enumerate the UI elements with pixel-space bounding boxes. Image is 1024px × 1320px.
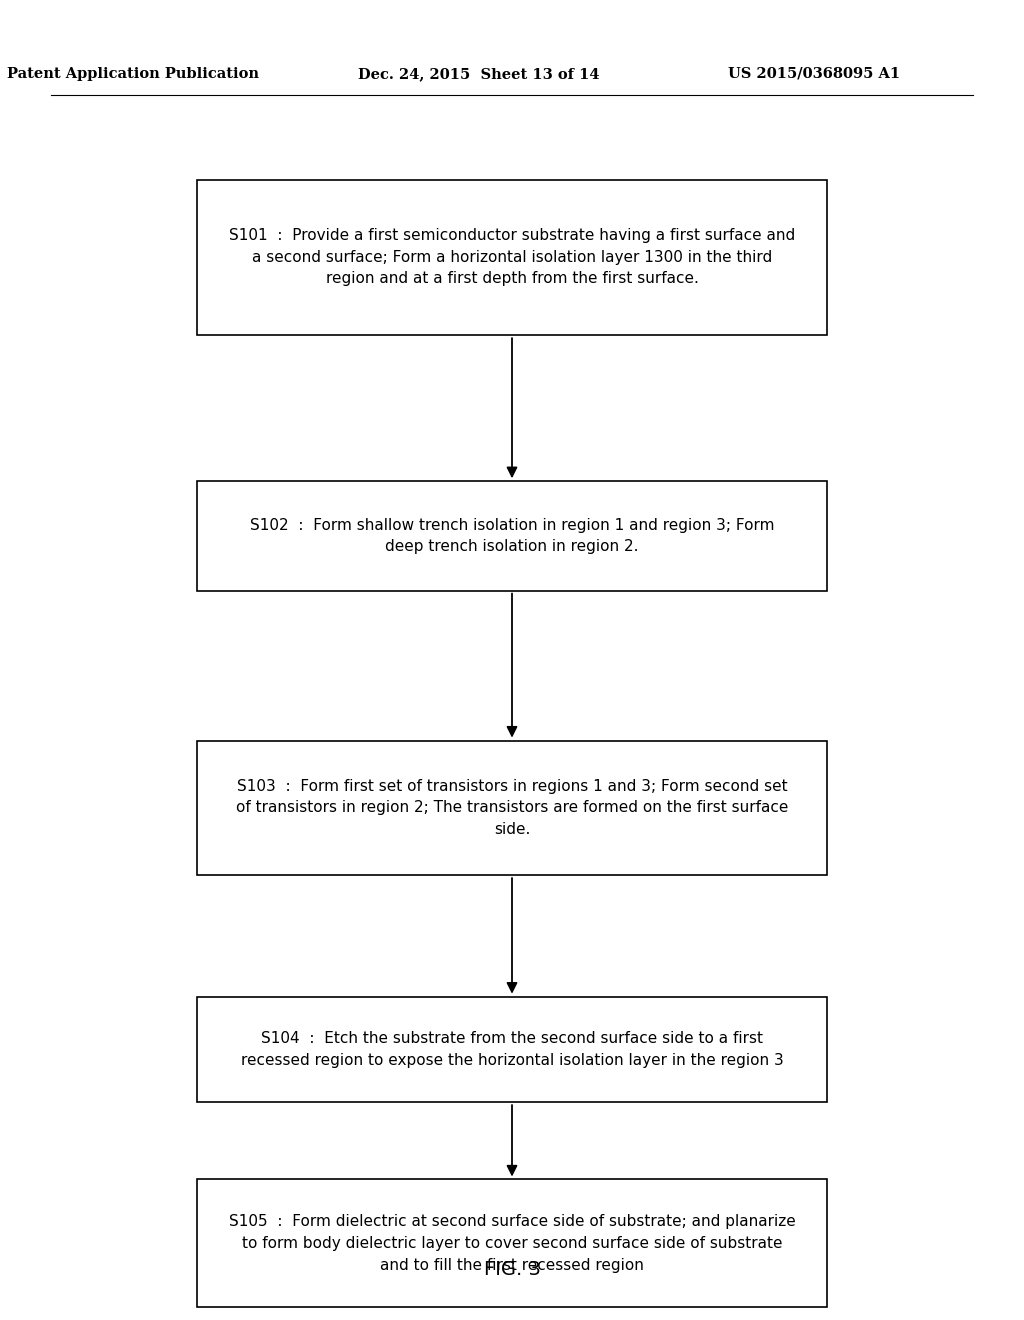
Bar — [197, 741, 827, 875]
Text: S105  :  Form dielectric at second surface side of substrate; and planarize
to f: S105 : Form dielectric at second surface… — [228, 1214, 796, 1272]
Text: S101  :  Provide a first semiconductor substrate having a first surface and
a se: S101 : Provide a first semiconductor sub… — [229, 228, 795, 286]
Text: S104  :  Etch the substrate from the second surface side to a first
recessed reg: S104 : Etch the substrate from the secon… — [241, 1031, 783, 1068]
Text: S103  :  Form first set of transistors in regions 1 and 3; Form second set
of tr: S103 : Form first set of transistors in … — [236, 779, 788, 837]
Bar — [197, 1180, 827, 1307]
Text: S102  :  Form shallow trench isolation in region 1 and region 3; Form
deep trenc: S102 : Form shallow trench isolation in … — [250, 517, 774, 554]
Bar — [197, 482, 827, 591]
Bar — [197, 997, 827, 1102]
Text: Dec. 24, 2015  Sheet 13 of 14: Dec. 24, 2015 Sheet 13 of 14 — [358, 67, 600, 81]
Text: FIG. 3: FIG. 3 — [483, 1261, 541, 1279]
Bar — [197, 180, 827, 335]
Text: Patent Application Publication: Patent Application Publication — [7, 67, 259, 81]
Text: US 2015/0368095 A1: US 2015/0368095 A1 — [728, 67, 900, 81]
